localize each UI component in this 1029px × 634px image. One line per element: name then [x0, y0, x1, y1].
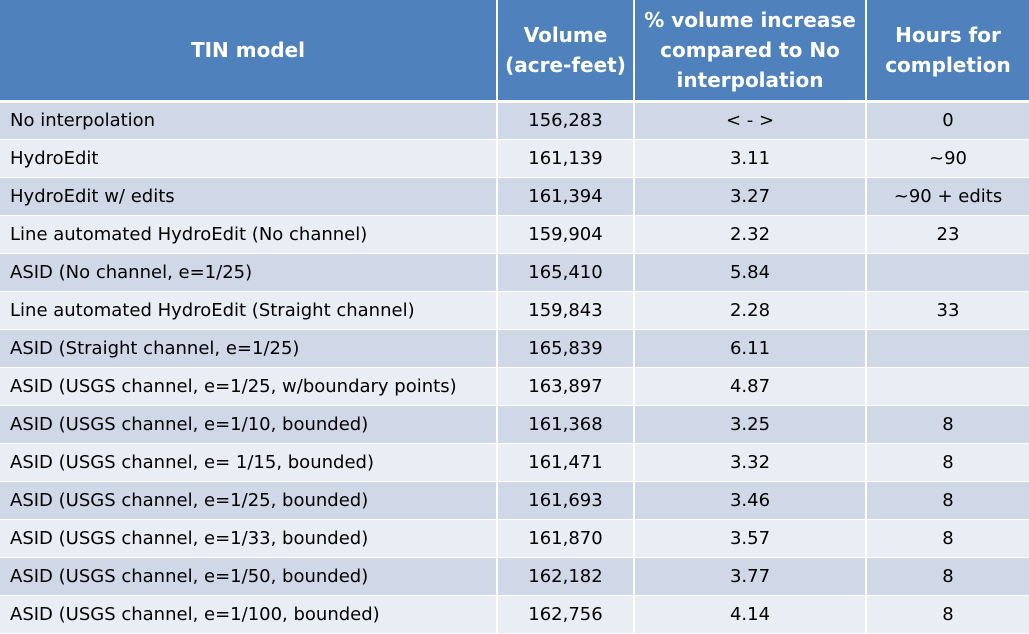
- cell-volume-increase: 3.57: [634, 519, 867, 558]
- cell-hours: [866, 367, 1029, 406]
- cell-volume: 161,693: [497, 481, 635, 520]
- cell-volume: 156,283: [497, 101, 635, 140]
- cell-hours: 8: [866, 443, 1029, 482]
- cell-volume: 161,394: [497, 177, 635, 216]
- cell-volume-increase: 3.32: [634, 443, 867, 482]
- cell-volume: 162,756: [497, 595, 635, 634]
- cell-volume: 165,410: [497, 253, 635, 292]
- cell-volume: 161,471: [497, 443, 635, 482]
- cell-tin-model: HydroEdit w/ edits: [0, 177, 498, 216]
- cell-volume-increase: 3.27: [634, 177, 867, 216]
- cell-volume: 163,897: [497, 367, 635, 406]
- cell-hours: 8: [866, 557, 1029, 596]
- table-row: ASID (USGS channel, e= 1/15, bounded) 161…: [0, 443, 1029, 482]
- cell-volume-increase: 3.25: [634, 405, 867, 444]
- cell-hours: [866, 329, 1029, 368]
- cell-volume: 165,839: [497, 329, 635, 368]
- cell-hours: 8: [866, 405, 1029, 444]
- table-row: Line automated HydroEdit (Straight chann…: [0, 291, 1029, 330]
- header-volume-increase: % volume increase compared to No interpo…: [634, 0, 867, 103]
- table-row: HydroEdit 161,139 3.11 ~90: [0, 139, 1029, 178]
- cell-volume-increase: 2.28: [634, 291, 867, 330]
- cell-hours: [866, 253, 1029, 292]
- cell-hours: 8: [866, 519, 1029, 558]
- cell-hours: 8: [866, 481, 1029, 520]
- cell-hours: 8: [866, 595, 1029, 634]
- cell-volume: 159,843: [497, 291, 635, 330]
- cell-volume: 161,870: [497, 519, 635, 558]
- cell-volume-increase: < - >: [634, 101, 867, 140]
- cell-volume: 161,139: [497, 139, 635, 178]
- table-body: No interpolation 156,283 < - >0 HydroEdit 16…: [0, 101, 1029, 634]
- cell-tin-model: ASID (Straight channel, e=1/25): [0, 329, 498, 368]
- table-row: ASID (USGS channel, e=1/100, bounded) 162…: [0, 595, 1029, 634]
- header-volume: Volume (acre-feet): [497, 0, 635, 103]
- cell-tin-model: Line automated HydroEdit (Straight chann…: [0, 291, 498, 330]
- header-hours: Hours for completion: [866, 0, 1029, 103]
- table-row: Line automated HydroEdit (No channel) 159…: [0, 215, 1029, 254]
- table-row: ASID (USGS channel, e=1/25, bounded) 161,…: [0, 481, 1029, 520]
- cell-hours: 0: [866, 101, 1029, 140]
- cell-volume-increase: 4.87: [634, 367, 867, 406]
- table-row: No interpolation 156,283 < - >0: [0, 101, 1029, 140]
- cell-tin-model: Line automated HydroEdit (No channel): [0, 215, 498, 254]
- table-row: ASID (USGS channel, e=1/50, bounded) 162,…: [0, 557, 1029, 596]
- cell-tin-model: ASID (USGS channel, e=1/50, bounded): [0, 557, 498, 596]
- cell-volume-increase: 2.32: [634, 215, 867, 254]
- cell-volume-increase: 6.11: [634, 329, 867, 368]
- table-row: HydroEdit w/ edits 161,394 3.27 ~90 + edits: [0, 177, 1029, 216]
- cell-tin-model: ASID (USGS channel, e=1/25, w/boundary p…: [0, 367, 498, 406]
- cell-volume-increase: 3.11: [634, 139, 867, 178]
- cell-volume-increase: 4.14: [634, 595, 867, 634]
- cell-volume: 162,182: [497, 557, 635, 596]
- table-row: ASID (Straight channel, e=1/25) 165,839 6.…: [0, 329, 1029, 368]
- table-row: ASID (No channel, e=1/25) 165,410 5.84: [0, 253, 1029, 292]
- cell-hours: ~90 + edits: [866, 177, 1029, 216]
- cell-hours: 33: [866, 291, 1029, 330]
- cell-tin-model: ASID (USGS channel, e=1/25, bounded): [0, 481, 498, 520]
- cell-hours: ~90: [866, 139, 1029, 178]
- cell-volume-increase: 3.77: [634, 557, 867, 596]
- cell-volume: 161,368: [497, 405, 635, 444]
- table-row: ASID (USGS channel, e=1/33, bounded) 161,…: [0, 519, 1029, 558]
- cell-tin-model: ASID (USGS channel, e=1/10, bounded): [0, 405, 498, 444]
- header-row: TIN model Volume (acre-feet) % volume in…: [0, 0, 1029, 103]
- cell-volume-increase: 5.84: [634, 253, 867, 292]
- cell-tin-model: ASID (USGS channel, e= 1/15, bounded): [0, 443, 498, 482]
- cell-tin-model: ASID (USGS channel, e=1/100, bounded): [0, 595, 498, 634]
- cell-hours: 23: [866, 215, 1029, 254]
- table-row: ASID (USGS channel, e=1/10, bounded) 161,…: [0, 405, 1029, 444]
- cell-tin-model: No interpolation: [0, 101, 498, 140]
- cell-tin-model: ASID (No channel, e=1/25): [0, 253, 498, 292]
- cell-volume: 159,904: [497, 215, 635, 254]
- cell-tin-model: HydroEdit: [0, 139, 498, 178]
- table-row: ASID (USGS channel, e=1/25, w/boundary p…: [0, 367, 1029, 406]
- cell-volume-increase: 3.46: [634, 481, 867, 520]
- header-tin-model: TIN model: [0, 0, 498, 103]
- cell-tin-model: ASID (USGS channel, e=1/33, bounded): [0, 519, 498, 558]
